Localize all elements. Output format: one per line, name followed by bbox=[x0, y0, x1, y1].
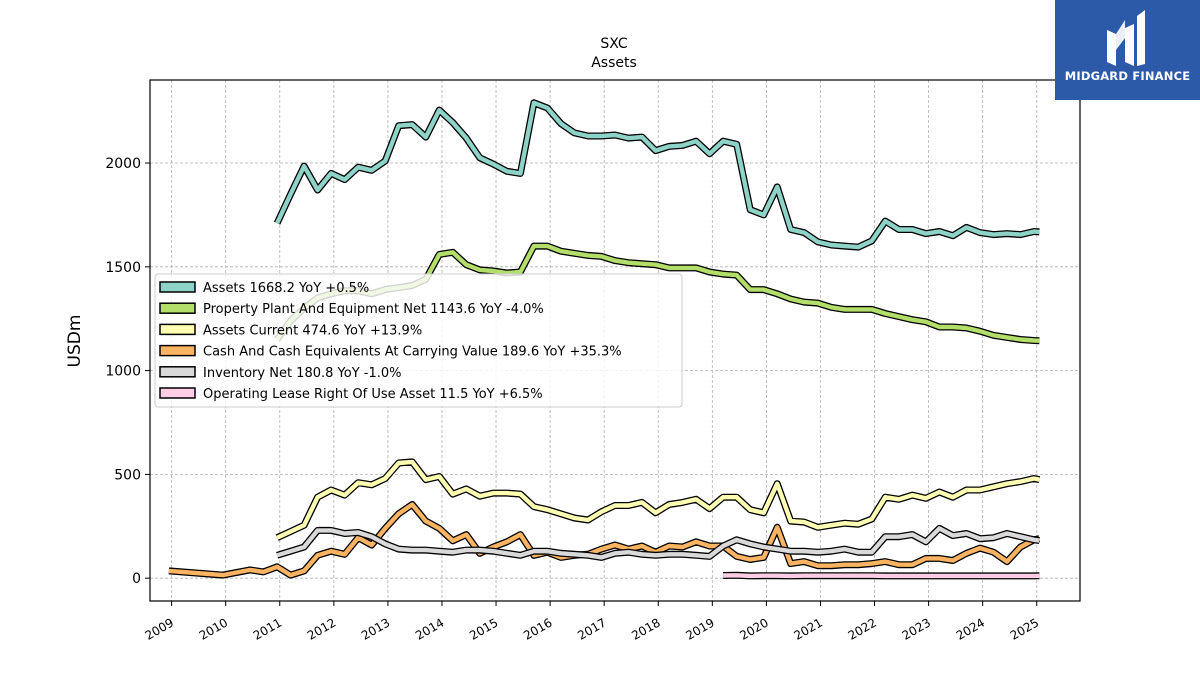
x-tick-label: 2010 bbox=[197, 615, 230, 642]
legend-swatch bbox=[159, 281, 196, 293]
brand-name: MIDGARD FINANCE bbox=[1064, 69, 1191, 83]
legend-label: Assets Current 474.6 YoY +13.9% bbox=[203, 323, 422, 338]
chart-subtitle: Assets bbox=[591, 55, 637, 71]
series-line-4 bbox=[276, 526, 1040, 560]
x-tick-label: 2019 bbox=[683, 615, 716, 642]
legend-swatch bbox=[159, 366, 196, 378]
series-line-5 bbox=[723, 573, 1040, 579]
legend-swatch bbox=[159, 323, 196, 336]
x-tick-label: 2024 bbox=[954, 615, 987, 642]
y-tick-label: 1000 bbox=[105, 364, 141, 380]
x-tick-label: 2022 bbox=[846, 615, 879, 642]
legend-swatch bbox=[159, 344, 196, 357]
legend-box bbox=[154, 273, 683, 408]
plot-frame bbox=[149, 79, 1081, 602]
chart-title: SXC bbox=[600, 36, 627, 52]
x-tick-label: 2014 bbox=[413, 615, 446, 642]
legend: Assets 1668.2 YoY +0.5% Property Plant An… bbox=[154, 273, 683, 408]
legend-label: Inventory Net 180.8 YoY -1.0% bbox=[203, 366, 402, 381]
legend-label: Cash And Cash Equivalents At Carrying Va… bbox=[203, 345, 622, 360]
legend-swatch bbox=[159, 302, 196, 314]
y-tick-label: 500 bbox=[114, 467, 141, 483]
x-tick-label: 2016 bbox=[521, 615, 554, 642]
x-tick-label: 2009 bbox=[143, 615, 176, 642]
x-tick-label: 2013 bbox=[359, 615, 392, 642]
legend-label: Operating Lease Right Of Use Asset 11.5 … bbox=[203, 387, 543, 402]
x-axis: 2009 2010 2011 2012 2013 2014 2015 2016 2017 2018… bbox=[143, 601, 1041, 643]
x-tick-label: 2017 bbox=[575, 615, 608, 642]
x-tick-label: 2021 bbox=[792, 615, 825, 642]
y-tick-label: 0 bbox=[132, 571, 141, 587]
midgard-logo-icon bbox=[1107, 10, 1145, 66]
x-tick-label: 2012 bbox=[305, 615, 338, 642]
x-tick-label: 2023 bbox=[900, 615, 933, 642]
y-axis: 0 500 1000 1500 2000 bbox=[105, 156, 150, 587]
legend-swatch bbox=[159, 387, 196, 399]
x-tick-label: 2020 bbox=[737, 615, 770, 642]
brand-logo: MIDGARD FINANCE bbox=[1055, 0, 1200, 100]
legend-label: Property Plant And Equipment Net 1143.6 … bbox=[203, 302, 544, 317]
legend-label: Assets 1668.2 YoY +0.5% bbox=[203, 281, 369, 296]
y-tick-label: 1500 bbox=[105, 260, 141, 276]
series-line-0 bbox=[275, 100, 1040, 250]
x-tick-label: 2015 bbox=[467, 615, 500, 642]
y-axis-label: USDm bbox=[65, 315, 85, 368]
series-line-2 bbox=[276, 459, 1040, 540]
x-tick-label: 2025 bbox=[1008, 615, 1041, 642]
x-tick-label: 2011 bbox=[251, 615, 284, 642]
series-lines bbox=[168, 99, 1041, 580]
y-tick-label: 2000 bbox=[105, 156, 141, 172]
x-tick-label: 2018 bbox=[629, 615, 662, 642]
